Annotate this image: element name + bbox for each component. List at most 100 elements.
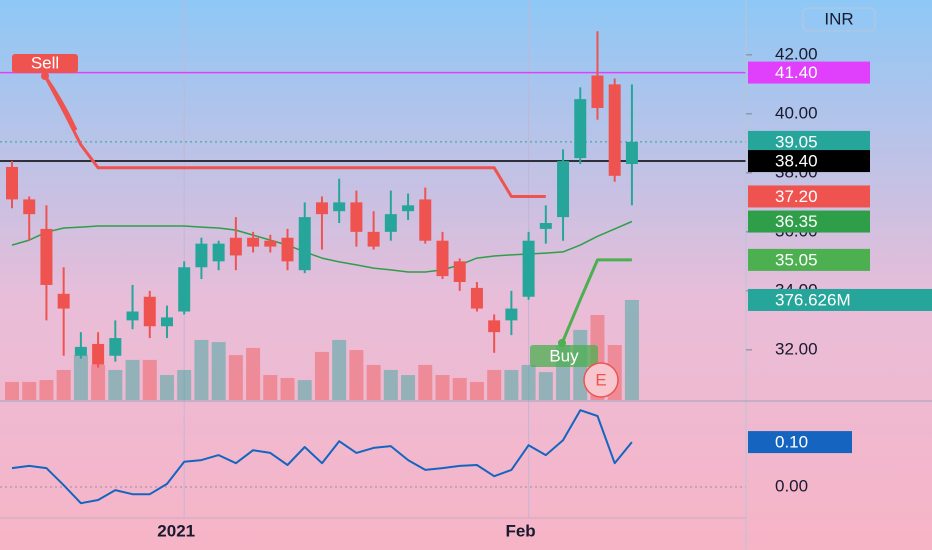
plot <box>0 0 746 518</box>
volume-bar <box>159 375 174 400</box>
candle-body <box>608 84 621 176</box>
value-badge-label: 37.20 <box>775 187 818 206</box>
volume-bar <box>280 377 295 400</box>
candle-body <box>6 166 18 200</box>
volume-bar <box>504 369 519 400</box>
buy-dot <box>558 339 566 347</box>
volume-bar <box>108 369 123 400</box>
volume-bar <box>194 339 209 400</box>
buy-tag <box>530 345 598 367</box>
value-badge-label: 39.05 <box>775 132 818 151</box>
candle-body <box>109 338 122 356</box>
candle-body <box>350 202 363 232</box>
candle-body <box>625 141 638 165</box>
y-tick-label: 42.00 <box>775 44 818 63</box>
candle-body <box>229 237 242 256</box>
volume-bar <box>73 355 88 400</box>
sell-tag <box>12 54 78 73</box>
value-badge-label: 0.10 <box>775 433 808 452</box>
candle-body <box>384 214 397 232</box>
value-badge <box>748 185 870 208</box>
candle-body <box>247 237 260 247</box>
candle-body <box>505 308 518 321</box>
candle-body <box>574 99 587 159</box>
candle-body <box>126 311 139 321</box>
y-tick-label: 32.00 <box>775 339 818 358</box>
volume-bar <box>263 375 278 400</box>
volume-bar <box>487 369 502 400</box>
candle-body <box>333 202 346 212</box>
volume-bar <box>452 377 467 400</box>
candle-body <box>212 243 225 262</box>
candle-body <box>160 317 173 327</box>
earnings-marker[interactable] <box>583 362 619 398</box>
volume-bar <box>56 369 71 400</box>
candle-body <box>281 237 294 262</box>
value-badge <box>748 431 852 454</box>
value-badge <box>748 150 870 173</box>
volume-bar <box>366 364 381 400</box>
volume-bar <box>469 381 484 400</box>
volume-bar <box>332 339 347 400</box>
value-badge <box>748 61 870 84</box>
value-badge-label: 36.35 <box>775 212 818 231</box>
candle-body <box>539 223 552 229</box>
price-axis: 2021Feb32.0034.0036.0038.0040.0042.000.0… <box>157 44 932 540</box>
volume-bar <box>435 375 450 400</box>
candle-body <box>367 231 380 247</box>
candle-body <box>23 199 36 215</box>
value-badge <box>748 288 932 311</box>
volume-bar <box>521 364 536 400</box>
volume-bar <box>624 299 639 400</box>
volume-bar <box>142 359 157 400</box>
y-tick-label: 40.00 <box>775 103 818 122</box>
volume-bar <box>349 350 364 400</box>
volume-bar <box>401 375 416 400</box>
candle-body <box>402 205 415 212</box>
candle-body <box>557 161 570 218</box>
volume-bar <box>211 342 226 400</box>
volume-bar <box>177 369 192 400</box>
candle-body <box>522 240 535 297</box>
candle-body <box>40 228 53 285</box>
candle-body <box>298 217 311 271</box>
x-tick-label: Feb <box>505 521 535 540</box>
sell-dot <box>41 72 49 80</box>
value-badge <box>748 210 870 233</box>
value-badge-label: 38.40 <box>775 152 818 171</box>
value-badge-label: 376.626M <box>775 290 851 309</box>
candle-body <box>264 240 277 247</box>
candle-body <box>419 199 432 241</box>
oscillator-line <box>11 409 633 505</box>
candle-body <box>74 346 87 356</box>
candle-body <box>143 296 156 327</box>
volume-bar <box>538 372 553 400</box>
candle-body <box>195 243 208 268</box>
volume-bar <box>228 355 243 400</box>
volume-bar <box>22 381 37 400</box>
value-badge-label: 35.05 <box>775 250 818 269</box>
buy-label: Buy <box>549 346 579 365</box>
volume-bar <box>418 364 433 400</box>
osc-tick-label: 0.00 <box>775 476 808 495</box>
volume-bar <box>91 364 106 400</box>
currency: INR <box>824 9 853 28</box>
value-badge-label: 41.40 <box>775 63 818 82</box>
volume-bar <box>39 380 54 400</box>
indicator-line <box>561 258 632 342</box>
volume-bar <box>125 359 140 400</box>
candle-body <box>470 287 483 309</box>
earnings-label: E <box>595 370 606 389</box>
candle-body <box>315 202 328 215</box>
volume-bar <box>383 369 398 400</box>
candle-body <box>92 343 105 365</box>
volume-bar <box>297 380 312 400</box>
candle-body <box>453 261 466 283</box>
currency-box[interactable] <box>802 7 876 32</box>
sell-label: Sell <box>31 53 59 72</box>
x-tick-label: 2021 <box>157 521 195 540</box>
volume-bar <box>246 347 261 400</box>
sell-connector <box>43 75 78 131</box>
